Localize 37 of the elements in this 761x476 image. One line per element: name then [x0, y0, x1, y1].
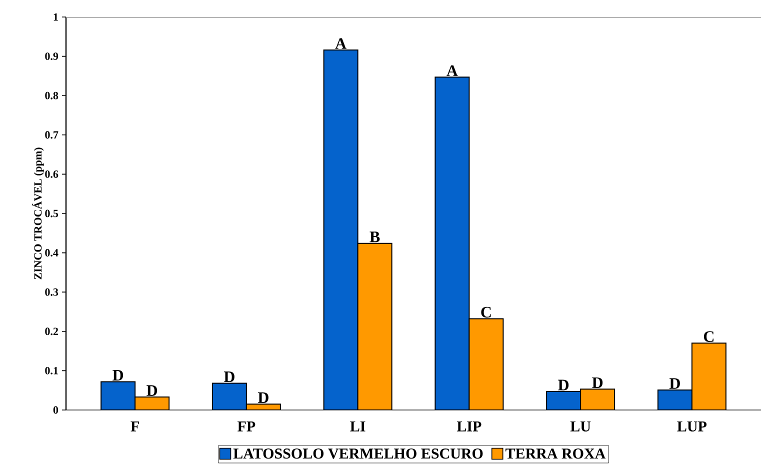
annotation: D — [224, 372, 234, 382]
y-tick-label: 0.8 — [45, 92, 58, 100]
annotation: D — [592, 377, 603, 388]
annotation: C — [704, 331, 714, 342]
x-tick-label: LI — [350, 422, 366, 432]
bar — [468, 318, 504, 410]
y-tick-label: 0.7 — [45, 131, 58, 139]
x-tick-label: LIP — [456, 422, 482, 432]
annotation: D — [146, 385, 158, 396]
y-axis-title: ZINCO TROCÁVEL (ppm) — [32, 148, 44, 280]
annotation: D — [258, 392, 268, 403]
annotation: D — [669, 378, 680, 389]
x-tick-label: F — [130, 422, 139, 432]
legend-label: LATOSSOLO VERMELHO ESCURO — [233, 448, 483, 459]
y-tick-label: 0.4 — [45, 249, 58, 257]
annotation: B — [370, 232, 380, 242]
annotation: A — [335, 38, 346, 49]
y-tick-label: 0 — [53, 406, 58, 414]
y-tick-label: 0.6 — [45, 170, 58, 178]
y-tick-label: 0.3 — [45, 288, 58, 296]
bar — [357, 242, 392, 410]
legend-label: TERRA ROXA — [505, 448, 606, 459]
y-tick-label: 0.2 — [45, 328, 58, 336]
bar — [135, 397, 170, 410]
x-tick-label: LU — [570, 422, 591, 432]
annotation: D — [112, 370, 124, 380]
y-tick-label: 0.1 — [45, 366, 58, 374]
y-tick-label: 1 — [54, 13, 58, 21]
bar — [580, 388, 616, 410]
annotation: C — [481, 306, 491, 318]
bar — [691, 342, 726, 410]
x-tick-label: FP — [238, 422, 256, 432]
annotation: A — [446, 65, 458, 76]
x-tick-label: LUP — [677, 422, 707, 432]
y-tick-label: 0.5 — [45, 210, 58, 218]
annotation: D — [558, 380, 569, 390]
y-tick-label: 0.9 — [45, 52, 58, 60]
